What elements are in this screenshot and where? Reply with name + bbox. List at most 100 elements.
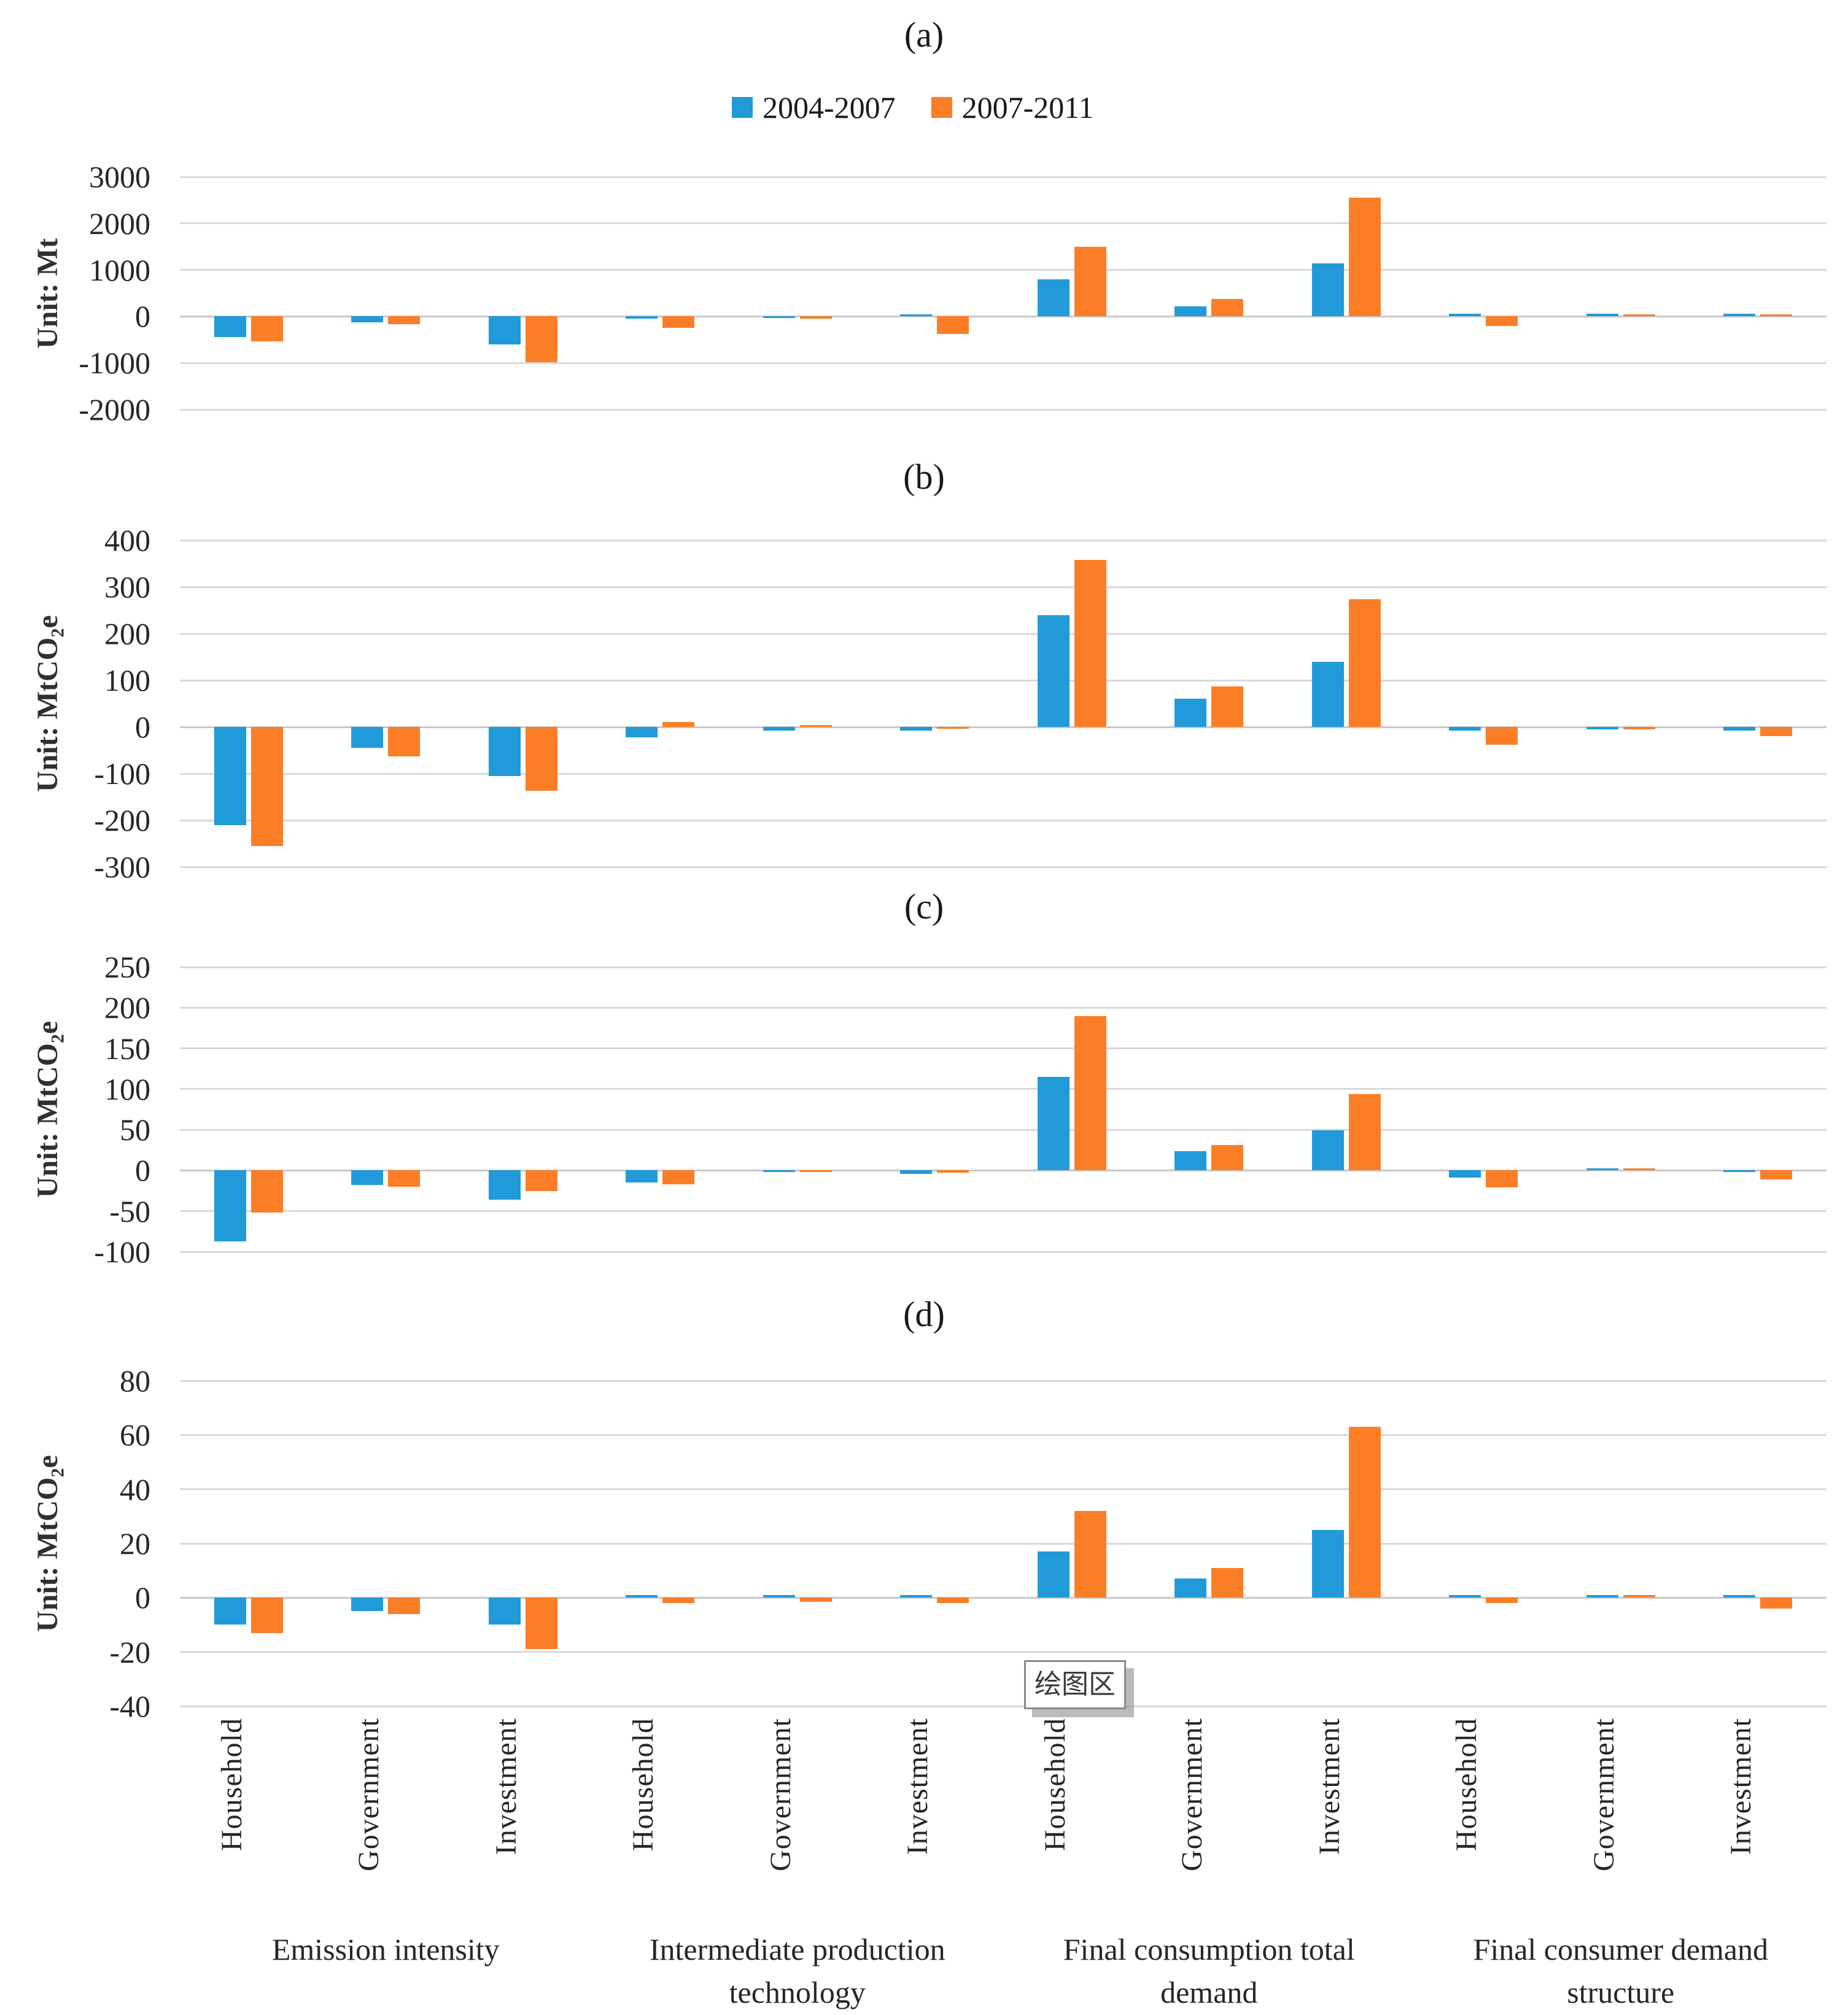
bar-d-2004-2007-4[interactable] xyxy=(763,1594,795,1598)
bar-a-2007-2011-10[interactable] xyxy=(1623,314,1655,317)
bar-a-2004-2007-10[interactable] xyxy=(1586,314,1618,317)
bar-b-2004-2007-4[interactable] xyxy=(763,727,795,731)
bar-d-2007-2011-9[interactable] xyxy=(1486,1598,1518,1604)
bar-a-2007-2011-5[interactable] xyxy=(937,316,969,334)
bar-c-2007-2011-7[interactable] xyxy=(1211,1145,1244,1171)
bar-a-2004-2007-9[interactable] xyxy=(1449,314,1481,317)
bar-c-2004-2007-9[interactable] xyxy=(1449,1170,1481,1178)
bar-b-2007-2011-11[interactable] xyxy=(1760,727,1793,737)
bar-b-2007-2011-6[interactable] xyxy=(1074,559,1106,727)
y-tick-label: 3000 xyxy=(89,160,150,194)
bar-d-2007-2011-11[interactable] xyxy=(1760,1598,1793,1609)
bar-b-2004-2007-9[interactable] xyxy=(1449,727,1481,731)
bar-d-2007-2011-1[interactable] xyxy=(388,1598,421,1614)
bar-b-2004-2007-6[interactable] xyxy=(1037,615,1070,727)
bar-c-2007-2011-4[interactable] xyxy=(799,1170,832,1173)
bar-c-2007-2011-8[interactable] xyxy=(1348,1093,1381,1171)
bar-b-2007-2011-2[interactable] xyxy=(525,727,557,791)
bar-a-2007-2011-4[interactable] xyxy=(799,316,832,319)
bar-d-2007-2011-4[interactable] xyxy=(799,1598,832,1602)
bar-a-2004-2007-1[interactable] xyxy=(351,316,384,323)
bar-a-2004-2007-3[interactable] xyxy=(626,316,658,319)
bar-b-2004-2007-10[interactable] xyxy=(1586,727,1618,729)
zero-line xyxy=(180,1169,1827,1171)
plot-area-tooltip: 绘图区 xyxy=(1024,1660,1126,1709)
bar-b-2004-2007-0[interactable] xyxy=(214,727,246,825)
bar-b-2004-2007-3[interactable] xyxy=(626,727,658,738)
bar-c-2004-2007-1[interactable] xyxy=(351,1170,384,1186)
bar-c-2007-2011-1[interactable] xyxy=(388,1170,421,1187)
bar-a-2007-2011-6[interactable] xyxy=(1074,246,1106,317)
bar-b-2007-2011-0[interactable] xyxy=(250,727,283,846)
bar-a-2007-2011-1[interactable] xyxy=(388,316,421,324)
bar-d-2007-2011-7[interactable] xyxy=(1211,1567,1244,1598)
bar-c-2004-2007-6[interactable] xyxy=(1037,1076,1070,1171)
bar-a-2004-2007-11[interactable] xyxy=(1723,313,1756,317)
bar-c-2004-2007-8[interactable] xyxy=(1311,1130,1344,1171)
bar-d-2004-2007-5[interactable] xyxy=(900,1594,933,1598)
bar-c-2007-2011-2[interactable] xyxy=(525,1170,557,1191)
bar-c-2007-2011-3[interactable] xyxy=(662,1170,695,1184)
bar-d-2004-2007-2[interactable] xyxy=(488,1598,521,1625)
bar-d-2007-2011-8[interactable] xyxy=(1348,1427,1381,1598)
bar-a-2007-2011-2[interactable] xyxy=(525,316,557,363)
bar-c-2004-2007-3[interactable] xyxy=(626,1170,658,1183)
bar-a-2004-2007-6[interactable] xyxy=(1037,279,1070,317)
group-label-line: structure xyxy=(1567,1975,1675,2009)
bar-c-2004-2007-2[interactable] xyxy=(488,1170,521,1200)
bar-b-2007-2011-9[interactable] xyxy=(1486,727,1518,745)
bar-d-2004-2007-3[interactable] xyxy=(626,1594,658,1598)
bar-d-2004-2007-1[interactable] xyxy=(351,1598,384,1612)
bar-d-2007-2011-6[interactable] xyxy=(1074,1511,1106,1598)
bar-a-2007-2011-3[interactable] xyxy=(662,316,695,328)
bar-b-2007-2011-8[interactable] xyxy=(1348,599,1381,727)
bar-d-2007-2011-2[interactable] xyxy=(525,1598,557,1650)
bar-a-2004-2007-7[interactable] xyxy=(1174,306,1207,317)
bar-d-2004-2007-9[interactable] xyxy=(1449,1594,1481,1598)
bar-c-2004-2007-0[interactable] xyxy=(214,1170,246,1241)
bar-c-2004-2007-7[interactable] xyxy=(1174,1151,1207,1171)
bar-d-2007-2011-3[interactable] xyxy=(662,1598,695,1604)
bar-d-2007-2011-0[interactable] xyxy=(250,1598,283,1633)
bar-d-2007-2011-10[interactable] xyxy=(1623,1594,1655,1598)
bar-a-2007-2011-7[interactable] xyxy=(1211,298,1244,317)
bar-d-2007-2011-5[interactable] xyxy=(937,1598,969,1604)
bar-c-2004-2007-11[interactable] xyxy=(1723,1170,1756,1173)
bar-c-2007-2011-10[interactable] xyxy=(1623,1168,1655,1171)
bar-d-2004-2007-10[interactable] xyxy=(1586,1594,1618,1598)
bar-a-2004-2007-2[interactable] xyxy=(488,316,521,344)
bar-a-2004-2007-0[interactable] xyxy=(214,316,246,337)
bar-c-2004-2007-4[interactable] xyxy=(763,1170,795,1173)
bar-a-2004-2007-5[interactable] xyxy=(900,314,933,317)
bar-d-2004-2007-11[interactable] xyxy=(1723,1594,1756,1598)
bar-a-2004-2007-4[interactable] xyxy=(763,316,795,319)
bar-a-2007-2011-11[interactable] xyxy=(1760,314,1793,317)
bar-d-2004-2007-8[interactable] xyxy=(1311,1529,1344,1598)
bar-a-2007-2011-8[interactable] xyxy=(1348,198,1381,317)
bar-d-2004-2007-7[interactable] xyxy=(1174,1578,1207,1598)
bar-b-2004-2007-11[interactable] xyxy=(1723,727,1756,731)
bar-c-2007-2011-0[interactable] xyxy=(250,1170,283,1213)
bar-a-2007-2011-9[interactable] xyxy=(1486,316,1518,326)
bar-c-2007-2011-11[interactable] xyxy=(1760,1170,1793,1179)
bar-c-2007-2011-9[interactable] xyxy=(1486,1170,1518,1188)
bar-b-2004-2007-5[interactable] xyxy=(900,727,933,731)
bar-b-2004-2007-8[interactable] xyxy=(1311,661,1344,727)
bar-a-2007-2011-0[interactable] xyxy=(250,316,283,341)
bar-d-2004-2007-0[interactable] xyxy=(214,1598,246,1625)
bar-b-2007-2011-7[interactable] xyxy=(1211,686,1244,727)
bar-c-2007-2011-5[interactable] xyxy=(937,1170,969,1173)
bar-b-2007-2011-10[interactable] xyxy=(1623,727,1655,729)
bar-b-2004-2007-2[interactable] xyxy=(488,727,521,776)
bar-b-2004-2007-1[interactable] xyxy=(351,727,384,748)
bar-b-2007-2011-1[interactable] xyxy=(388,727,421,756)
bar-b-2004-2007-7[interactable] xyxy=(1174,698,1207,727)
bar-c-2004-2007-10[interactable] xyxy=(1586,1168,1618,1171)
bar-b-2007-2011-5[interactable] xyxy=(937,727,969,729)
bar-a-2004-2007-8[interactable] xyxy=(1311,263,1344,317)
bar-b-2007-2011-4[interactable] xyxy=(799,725,832,727)
bar-b-2007-2011-3[interactable] xyxy=(662,721,695,727)
bar-c-2007-2011-6[interactable] xyxy=(1074,1015,1106,1171)
bar-c-2004-2007-5[interactable] xyxy=(900,1170,933,1174)
bar-d-2004-2007-6[interactable] xyxy=(1037,1551,1070,1598)
